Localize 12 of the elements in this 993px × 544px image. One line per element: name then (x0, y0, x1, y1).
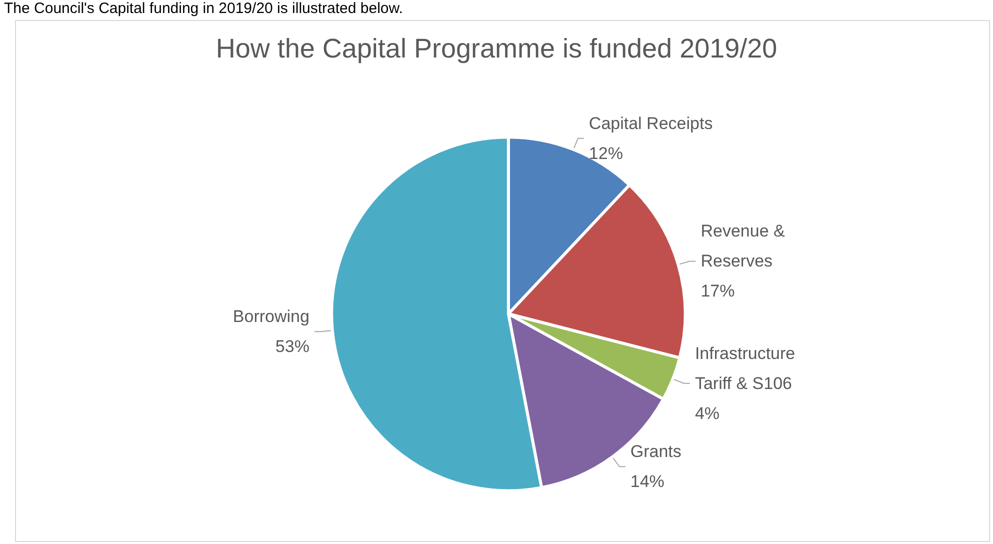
slice-label: Grants (630, 442, 682, 462)
slice-label: Borrowing (232, 307, 310, 326)
slice-label: Capital Receipts (588, 114, 713, 133)
text: The Council's Capital funding in 2019/20 is illustrated below. (4, 0, 403, 17)
slice-label: Infrastructure Tariff & S106 (694, 344, 800, 393)
data-label: 4% (694, 404, 720, 423)
slice-label: Revenue & Reserves (700, 222, 790, 271)
chart-title: How the Capital Programme is funded 2019/20 (216, 34, 778, 64)
data-label: 17% (700, 282, 735, 301)
data-label: 53% (275, 337, 310, 356)
data-label: 12% (588, 144, 623, 163)
data-label: 14% (630, 472, 664, 492)
